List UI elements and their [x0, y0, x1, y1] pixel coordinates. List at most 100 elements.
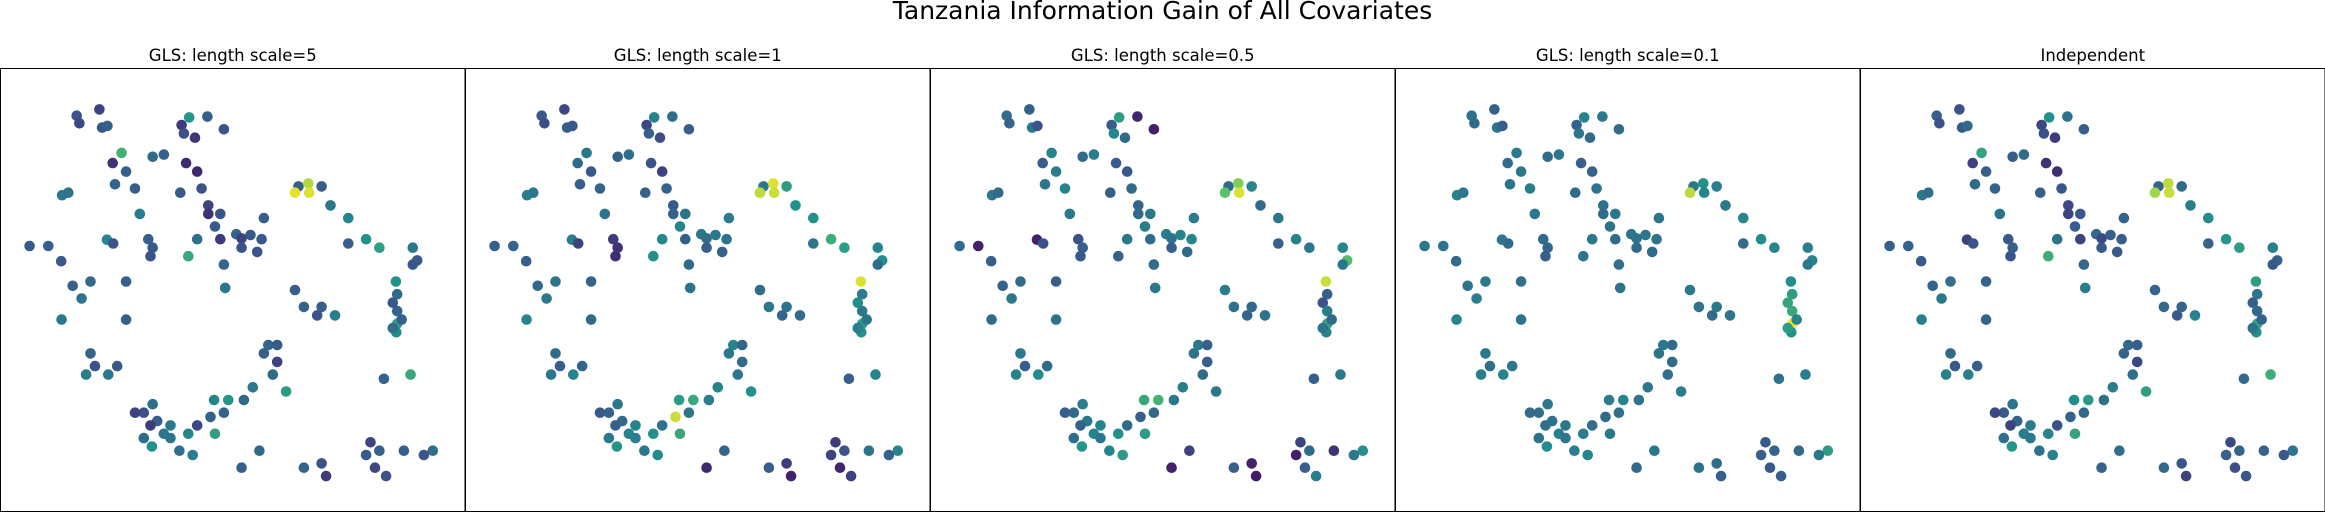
scatter-point — [1046, 147, 1057, 159]
scatter-point — [2118, 348, 2130, 359]
scatter-point — [1273, 238, 1284, 249]
scatter-point — [648, 428, 659, 440]
scatter-point — [236, 242, 247, 253]
scatter-point — [2098, 394, 2110, 406]
scatter-point — [1542, 151, 1553, 163]
scatter-point — [954, 240, 965, 252]
scatter-point — [843, 373, 855, 385]
scatter-point — [2018, 149, 2030, 160]
scatter-point — [1541, 441, 1553, 452]
scatter-point — [2051, 233, 2063, 245]
scatter-point — [2078, 124, 2090, 135]
scatter-point — [203, 200, 214, 211]
scatter-point — [1610, 233, 1621, 245]
scatter-point — [1320, 276, 1332, 287]
scatter-point — [256, 233, 267, 245]
scatter-point — [1037, 157, 1048, 169]
scatter-point — [599, 208, 611, 220]
scatter-point — [603, 407, 615, 419]
scatter-point — [630, 420, 641, 431]
scatter-point — [1337, 242, 1349, 253]
scatter-point — [146, 441, 158, 452]
scatter-point — [2007, 398, 2018, 410]
scatter-point — [1233, 178, 1244, 189]
scatter-point — [1613, 259, 1625, 270]
scatter-point — [1711, 458, 1722, 469]
scatter-point — [808, 212, 819, 224]
scatter-point — [1515, 276, 1527, 287]
scatter-point — [329, 310, 341, 321]
scatter-point — [102, 120, 113, 132]
scatter-point — [1613, 407, 1625, 419]
scatter-point — [1675, 386, 1687, 397]
scatter-point — [2063, 208, 2074, 220]
scatter-point — [2096, 242, 2107, 253]
scatter-point — [2038, 128, 2050, 139]
scatter-point — [1068, 432, 1080, 444]
scatter-point — [572, 157, 583, 169]
scatter-point — [1802, 259, 1814, 270]
scatter-point — [1175, 229, 1186, 241]
scatter-point — [2075, 233, 2086, 245]
scatter-point — [1015, 276, 1026, 287]
scatter-point — [2107, 382, 2119, 393]
scatter-point — [701, 242, 712, 253]
scatter-point — [1138, 394, 1150, 406]
scatter-point — [1210, 386, 1222, 397]
scatter-point — [254, 445, 265, 457]
scatter-point — [1451, 314, 1462, 325]
scatter-point — [191, 166, 203, 177]
scatter-point — [1033, 369, 1044, 380]
scatter-panel-1: GLS: length scale=5 — [0, 46, 466, 512]
scatter-point — [2287, 445, 2299, 457]
scatter-point — [1791, 314, 1802, 325]
scatter-point — [1168, 394, 1180, 406]
scatter-point — [2158, 462, 2170, 474]
scatter-point — [189, 132, 201, 143]
scatter-point — [2247, 297, 2259, 309]
scatter-point — [303, 187, 315, 198]
scatter-point — [209, 428, 221, 440]
scatter-point — [1945, 348, 1956, 359]
scatter-point — [701, 462, 712, 474]
scatter-point — [1782, 322, 1794, 334]
scatter-point — [623, 149, 635, 160]
scatter-point — [208, 394, 220, 406]
scatter-point — [1598, 208, 1609, 220]
scatter-point — [532, 280, 543, 292]
scatter-point — [1188, 212, 1200, 224]
scatter-point — [183, 250, 194, 262]
scatter-point — [721, 233, 732, 245]
scatter-point — [674, 221, 686, 232]
scatter-point — [109, 179, 121, 190]
scatter-point — [2078, 407, 2090, 419]
scatter-point — [398, 445, 410, 457]
scatter-point — [1542, 242, 1553, 253]
scatter-point — [178, 128, 190, 139]
scatter-point — [1075, 420, 1086, 431]
scatter-point — [612, 398, 623, 410]
scatter-point — [1715, 470, 1727, 482]
scatter-point — [1019, 360, 1031, 372]
scatter-point — [1976, 147, 1987, 159]
scatter-point — [781, 458, 792, 469]
scatter-point — [2078, 259, 2090, 270]
scatter-point — [138, 407, 150, 419]
scatter-point — [2247, 322, 2259, 334]
scatter-point — [116, 147, 127, 159]
scatter-point — [1529, 208, 1541, 220]
scatter-point — [1800, 369, 1811, 380]
scatter-point — [1949, 360, 1961, 372]
scatter-point — [396, 314, 408, 325]
scatter-point — [343, 238, 354, 249]
scatter-point — [684, 282, 696, 294]
scatter-point — [427, 445, 439, 457]
scatter-point — [187, 449, 198, 461]
scatter-point — [1077, 151, 1088, 163]
scatter-point — [554, 360, 566, 372]
scatter-point — [1166, 233, 1177, 244]
scatter-point — [576, 360, 588, 372]
scatter-point — [43, 240, 54, 252]
scatter-point — [2069, 428, 2081, 440]
